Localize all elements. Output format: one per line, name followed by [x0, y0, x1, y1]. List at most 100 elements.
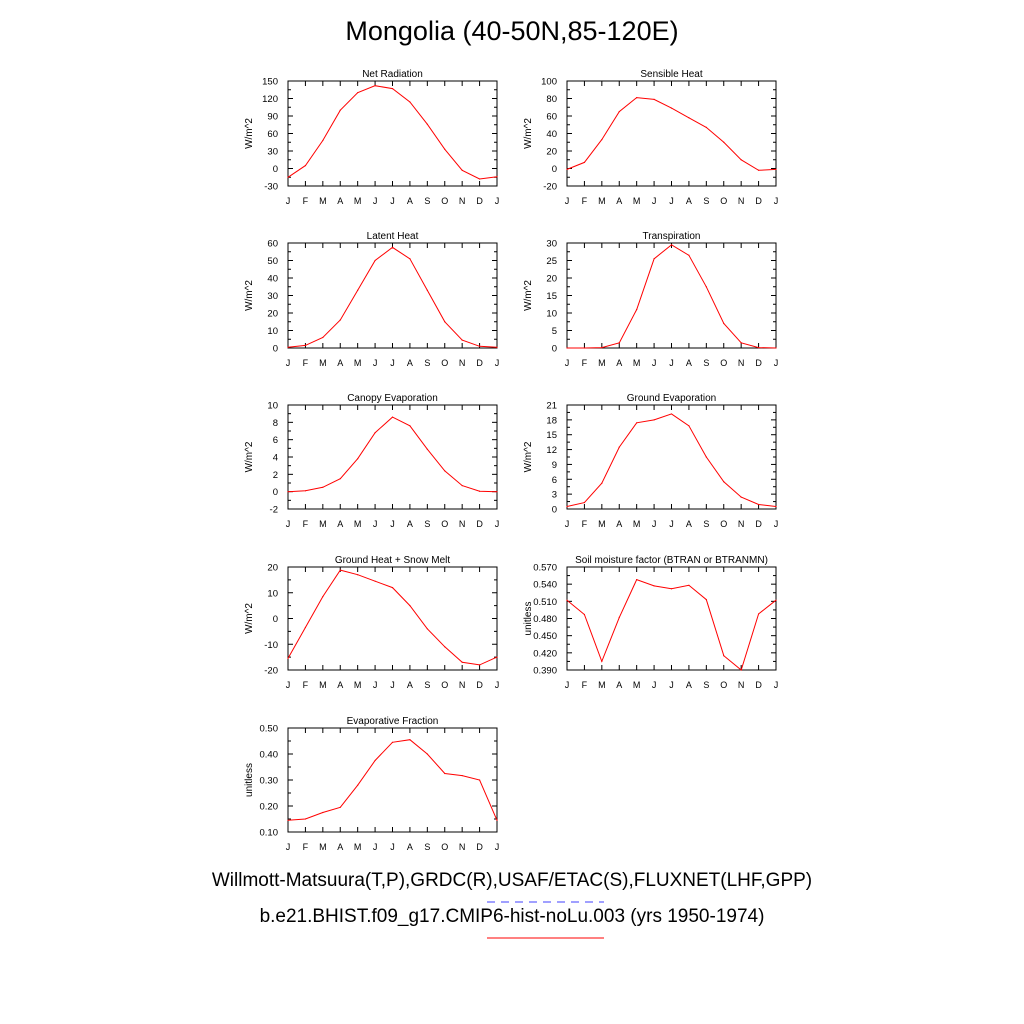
- data-point: [740, 669, 742, 671]
- series-line: [287, 246, 498, 348]
- x-tick-label: M: [633, 680, 641, 690]
- data-point: [496, 346, 498, 348]
- x-tick-label: O: [441, 196, 448, 206]
- data-point: [357, 289, 359, 291]
- data-point: [357, 92, 359, 94]
- x-tick-label: A: [407, 196, 413, 206]
- x-tick-label: J: [495, 196, 500, 206]
- data-point: [775, 505, 777, 508]
- x-tick-label: S: [703, 680, 709, 690]
- data-point: [444, 470, 446, 472]
- data-point: [723, 655, 725, 657]
- y-tick-label: 0.510: [533, 597, 557, 608]
- data-point: [636, 97, 638, 99]
- y-tick-label: -20: [543, 182, 557, 193]
- data-point: [653, 98, 655, 100]
- data-point: [287, 657, 289, 660]
- y-tick-label: -20: [264, 666, 278, 677]
- x-tick-label: A: [407, 519, 413, 529]
- panel-title: Evaporative Fraction: [347, 716, 439, 727]
- x-tick-label: A: [616, 358, 622, 368]
- x-tick-label: S: [703, 358, 709, 368]
- series-line: [287, 85, 498, 180]
- data-point: [601, 139, 603, 141]
- x-tick-label: J: [373, 680, 378, 690]
- x-tick-label: J: [373, 358, 378, 368]
- x-tick-label: J: [495, 842, 500, 852]
- x-tick-label: D: [755, 358, 762, 368]
- panel-title: Transpiration: [643, 231, 701, 242]
- data-point: [775, 168, 777, 170]
- data-point: [723, 322, 725, 325]
- data-point: [304, 490, 307, 492]
- data-point: [618, 446, 620, 448]
- y-tick-label: 0.30: [260, 776, 279, 787]
- y-tick-label: 0: [552, 344, 557, 355]
- x-tick-label: A: [686, 680, 692, 690]
- data-point: [496, 819, 498, 821]
- x-tick-label: M: [598, 519, 606, 529]
- x-tick-label: O: [441, 519, 448, 529]
- data-point: [409, 739, 411, 741]
- x-tick-label: A: [337, 519, 343, 529]
- y-tick-label: 20: [267, 563, 278, 574]
- y-axis-label: W/m^2: [523, 118, 534, 149]
- x-tick-label: J: [565, 358, 570, 368]
- data-point: [304, 164, 307, 167]
- data-point: [287, 176, 289, 178]
- y-tick-label: 12: [546, 445, 557, 456]
- data-point: [775, 347, 777, 349]
- data-point: [461, 339, 463, 341]
- x-tick-label: D: [755, 196, 762, 206]
- data-point: [374, 432, 376, 434]
- data-point: [566, 168, 568, 170]
- data-point: [688, 425, 690, 427]
- y-tick-label: 20: [546, 147, 557, 158]
- data-point: [426, 448, 428, 450]
- x-tick-label: O: [720, 519, 727, 529]
- y-tick-label: 10: [267, 588, 278, 599]
- plot-frame: [287, 80, 498, 187]
- data-point: [287, 819, 289, 821]
- x-tick-label: O: [441, 358, 448, 368]
- data-point: [670, 244, 673, 246]
- x-tick-label: N: [459, 196, 466, 206]
- x-tick-label: O: [441, 680, 448, 690]
- x-tick-label: M: [319, 196, 327, 206]
- x-tick-label: F: [303, 358, 309, 368]
- y-tick-label: 60: [546, 112, 557, 123]
- y-tick-label: -30: [264, 182, 278, 193]
- data-point: [723, 141, 725, 143]
- x-tick-label: O: [720, 358, 727, 368]
- x-tick-label: D: [755, 519, 762, 529]
- x-tick-label: N: [459, 358, 466, 368]
- data-point: [583, 613, 586, 616]
- x-tick-label: M: [633, 358, 641, 368]
- x-tick-label: J: [286, 680, 291, 690]
- x-tick-label: J: [390, 358, 395, 368]
- data-point: [444, 646, 446, 648]
- x-tick-label: D: [476, 519, 483, 529]
- data-point: [688, 254, 690, 256]
- data-point: [653, 419, 655, 421]
- data-point: [583, 347, 586, 349]
- x-tick-label: J: [495, 358, 500, 368]
- x-tick-label: J: [286, 196, 291, 206]
- panel-title: Ground Evaporation: [627, 393, 717, 404]
- y-tick-label: 0: [273, 164, 278, 175]
- plot-frame: [287, 566, 498, 671]
- data-point: [566, 505, 568, 508]
- plot-frame: [287, 242, 498, 349]
- x-tick-label: S: [424, 358, 430, 368]
- y-tick-label: 150: [262, 77, 278, 88]
- data-point: [339, 806, 341, 808]
- y-tick-label: 2: [273, 470, 278, 481]
- y-tick-label: 0: [273, 344, 278, 355]
- plot-frame: [566, 404, 777, 510]
- y-axis-label: unitless: [523, 602, 534, 636]
- x-tick-label: A: [616, 196, 622, 206]
